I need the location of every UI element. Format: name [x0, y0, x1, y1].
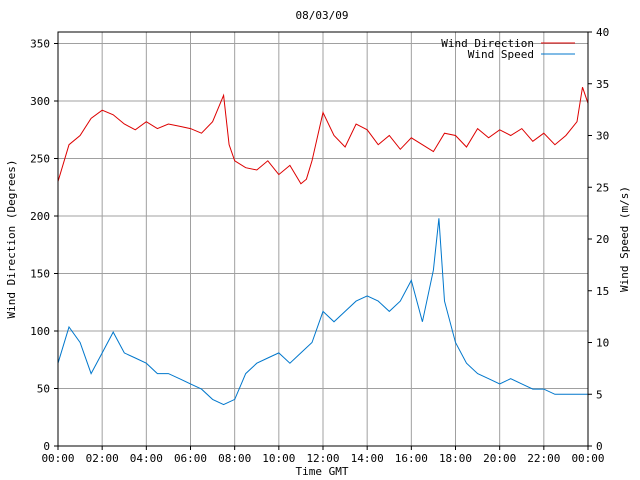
- y-right-tick-label: 5: [596, 388, 603, 401]
- x-tick-label: 08:00: [218, 452, 251, 465]
- y-right-tick-label: 40: [596, 26, 609, 39]
- x-axis-label: Time GMT: [296, 465, 349, 478]
- x-tick-label: 04:00: [130, 452, 163, 465]
- legend-label: Wind Direction: [441, 37, 534, 50]
- x-tick-label: 22:00: [527, 452, 560, 465]
- x-tick-label: 18:00: [439, 452, 472, 465]
- y-right-tick-label: 10: [596, 337, 609, 350]
- y-left-tick-label: 100: [30, 325, 50, 338]
- grid: [58, 32, 588, 446]
- x-tick-label: 14:00: [351, 452, 384, 465]
- x-tick-label: 12:00: [306, 452, 339, 465]
- y-right-tick-label: 35: [596, 78, 609, 91]
- y-left-tick-label: 250: [30, 153, 50, 166]
- y-left-tick-label: 350: [30, 38, 50, 51]
- y-right-tick-label: 25: [596, 181, 609, 194]
- chart-title: 08/03/09: [296, 9, 349, 22]
- y-left-tick-label: 0: [43, 440, 50, 453]
- x-tick-label: 00:00: [571, 452, 604, 465]
- x-tick-label: 16:00: [395, 452, 428, 465]
- tick-labels: 00:00 02:00 04:00 06:00 08:00 10:00 12:00 14:00…: [30, 26, 609, 465]
- y-left-tick-label: 150: [30, 268, 50, 281]
- x-tick-label: 02:00: [86, 452, 119, 465]
- y-left-tick-label: 50: [37, 383, 50, 396]
- y-right-tick-label: 15: [596, 285, 609, 298]
- y-left-tick-label: 300: [30, 95, 50, 108]
- x-tick-label: 06:00: [174, 452, 207, 465]
- legend-label: Wind Speed: [468, 48, 534, 61]
- series-line-wind-direction: [57, 87, 589, 185]
- y-axis-label-left: Wind Direction (Degrees): [5, 160, 18, 319]
- y-left-tick-label: 200: [30, 210, 50, 223]
- x-tick-label: 20:00: [483, 452, 516, 465]
- y-right-tick-label: 20: [596, 233, 609, 246]
- x-tick-label: 10:00: [262, 452, 295, 465]
- y-right-tick-label: 30: [596, 130, 609, 143]
- y-right-tick-label: 0: [596, 440, 603, 453]
- y-axis-label-right: Wind Speed (m/s): [618, 186, 631, 292]
- series-lines: [57, 87, 589, 406]
- x-tick-label: 00:00: [41, 452, 74, 465]
- series-line-wind-speed: [57, 218, 588, 406]
